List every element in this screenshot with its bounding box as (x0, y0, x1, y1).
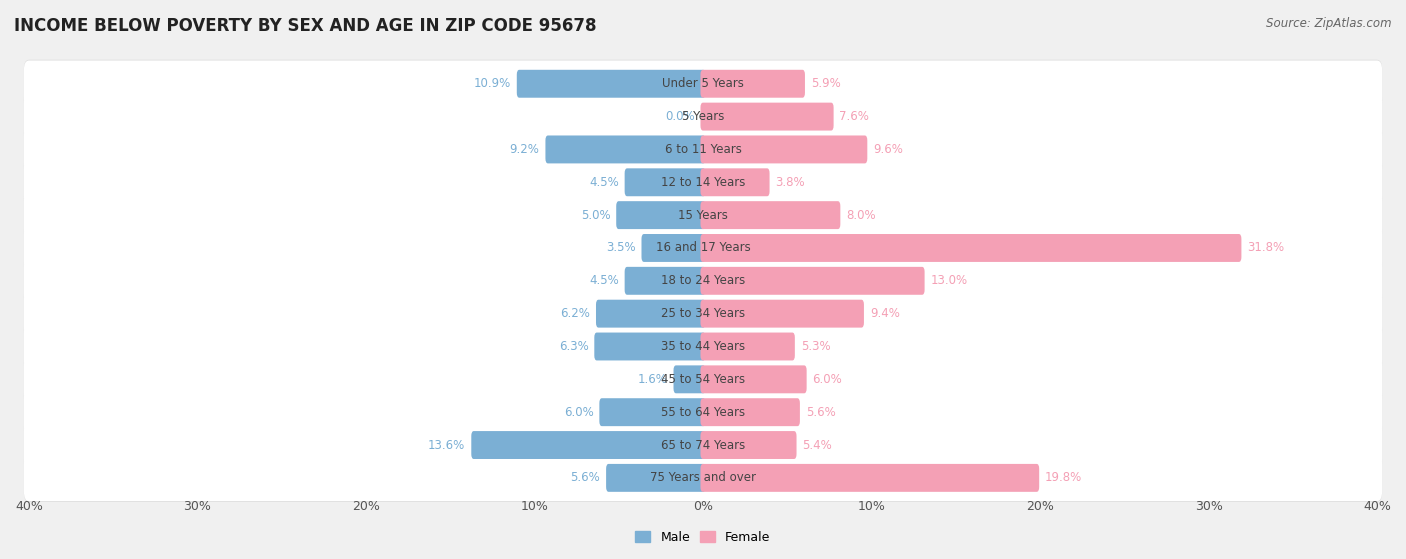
FancyBboxPatch shape (24, 60, 1382, 107)
FancyBboxPatch shape (24, 290, 1382, 337)
FancyBboxPatch shape (24, 389, 1382, 435)
FancyBboxPatch shape (599, 398, 706, 426)
Text: Source: ZipAtlas.com: Source: ZipAtlas.com (1267, 17, 1392, 30)
Text: 45 to 54 Years: 45 to 54 Years (661, 373, 745, 386)
FancyBboxPatch shape (24, 454, 1382, 501)
Text: 9.6%: 9.6% (873, 143, 903, 156)
Text: 5.6%: 5.6% (806, 406, 835, 419)
FancyBboxPatch shape (24, 421, 1382, 468)
Text: 9.2%: 9.2% (509, 143, 540, 156)
Text: 10.9%: 10.9% (474, 77, 510, 90)
FancyBboxPatch shape (24, 225, 1382, 271)
FancyBboxPatch shape (24, 290, 1382, 338)
Text: 4.5%: 4.5% (589, 176, 619, 189)
Text: 16 and 17 Years: 16 and 17 Years (655, 241, 751, 254)
Text: 12 to 14 Years: 12 to 14 Years (661, 176, 745, 189)
Text: 18 to 24 Years: 18 to 24 Years (661, 274, 745, 287)
Text: 13.6%: 13.6% (429, 438, 465, 452)
FancyBboxPatch shape (24, 125, 1382, 173)
Text: 13.0%: 13.0% (931, 274, 967, 287)
FancyBboxPatch shape (616, 201, 706, 229)
Text: 5.3%: 5.3% (801, 340, 831, 353)
Text: 31.8%: 31.8% (1247, 241, 1285, 254)
Text: 0.0%: 0.0% (665, 110, 695, 123)
FancyBboxPatch shape (700, 300, 863, 328)
Text: 15 Years: 15 Years (678, 209, 728, 221)
FancyBboxPatch shape (24, 126, 1382, 173)
Legend: Male, Female: Male, Female (636, 530, 770, 543)
Text: 25 to 34 Years: 25 to 34 Years (661, 307, 745, 320)
FancyBboxPatch shape (700, 267, 925, 295)
FancyBboxPatch shape (700, 431, 797, 459)
FancyBboxPatch shape (624, 168, 706, 196)
FancyBboxPatch shape (24, 93, 1382, 140)
Text: 4.5%: 4.5% (589, 274, 619, 287)
FancyBboxPatch shape (24, 191, 1382, 239)
FancyBboxPatch shape (595, 333, 706, 361)
FancyBboxPatch shape (641, 234, 706, 262)
FancyBboxPatch shape (24, 421, 1382, 469)
Text: 19.8%: 19.8% (1045, 471, 1083, 484)
FancyBboxPatch shape (700, 135, 868, 163)
Text: 5.0%: 5.0% (581, 209, 610, 221)
Text: 5.6%: 5.6% (571, 471, 600, 484)
FancyBboxPatch shape (546, 135, 706, 163)
Text: 6 to 11 Years: 6 to 11 Years (665, 143, 741, 156)
FancyBboxPatch shape (24, 356, 1382, 404)
Text: 55 to 64 Years: 55 to 64 Years (661, 406, 745, 419)
FancyBboxPatch shape (24, 192, 1382, 239)
FancyBboxPatch shape (624, 267, 706, 295)
FancyBboxPatch shape (24, 388, 1382, 436)
FancyBboxPatch shape (24, 93, 1382, 140)
FancyBboxPatch shape (24, 258, 1382, 304)
Text: 6.0%: 6.0% (813, 373, 842, 386)
Text: 5.9%: 5.9% (811, 77, 841, 90)
Text: 8.0%: 8.0% (846, 209, 876, 221)
FancyBboxPatch shape (700, 168, 769, 196)
FancyBboxPatch shape (24, 158, 1382, 206)
FancyBboxPatch shape (700, 201, 841, 229)
Text: 35 to 44 Years: 35 to 44 Years (661, 340, 745, 353)
FancyBboxPatch shape (24, 159, 1382, 206)
Text: 6.2%: 6.2% (560, 307, 591, 320)
Text: 3.5%: 3.5% (606, 241, 636, 254)
Text: 3.8%: 3.8% (776, 176, 806, 189)
FancyBboxPatch shape (471, 431, 706, 459)
Text: 6.3%: 6.3% (558, 340, 588, 353)
Text: 9.4%: 9.4% (870, 307, 900, 320)
FancyBboxPatch shape (700, 366, 807, 394)
FancyBboxPatch shape (24, 224, 1382, 272)
FancyBboxPatch shape (700, 234, 1241, 262)
FancyBboxPatch shape (24, 323, 1382, 370)
Text: 5.4%: 5.4% (803, 438, 832, 452)
FancyBboxPatch shape (24, 60, 1382, 108)
FancyBboxPatch shape (700, 398, 800, 426)
FancyBboxPatch shape (700, 464, 1039, 492)
FancyBboxPatch shape (673, 366, 706, 394)
FancyBboxPatch shape (24, 323, 1382, 371)
Text: Under 5 Years: Under 5 Years (662, 77, 744, 90)
Text: 65 to 74 Years: 65 to 74 Years (661, 438, 745, 452)
Text: 1.6%: 1.6% (638, 373, 668, 386)
FancyBboxPatch shape (700, 103, 834, 131)
FancyBboxPatch shape (24, 356, 1382, 402)
Text: 75 Years and over: 75 Years and over (650, 471, 756, 484)
FancyBboxPatch shape (606, 464, 706, 492)
FancyBboxPatch shape (517, 70, 706, 98)
Text: 6.0%: 6.0% (564, 406, 593, 419)
FancyBboxPatch shape (700, 333, 794, 361)
Text: INCOME BELOW POVERTY BY SEX AND AGE IN ZIP CODE 95678: INCOME BELOW POVERTY BY SEX AND AGE IN Z… (14, 17, 596, 35)
FancyBboxPatch shape (24, 257, 1382, 305)
FancyBboxPatch shape (596, 300, 706, 328)
Text: 7.6%: 7.6% (839, 110, 869, 123)
FancyBboxPatch shape (700, 70, 806, 98)
FancyBboxPatch shape (24, 454, 1382, 502)
Text: 5 Years: 5 Years (682, 110, 724, 123)
